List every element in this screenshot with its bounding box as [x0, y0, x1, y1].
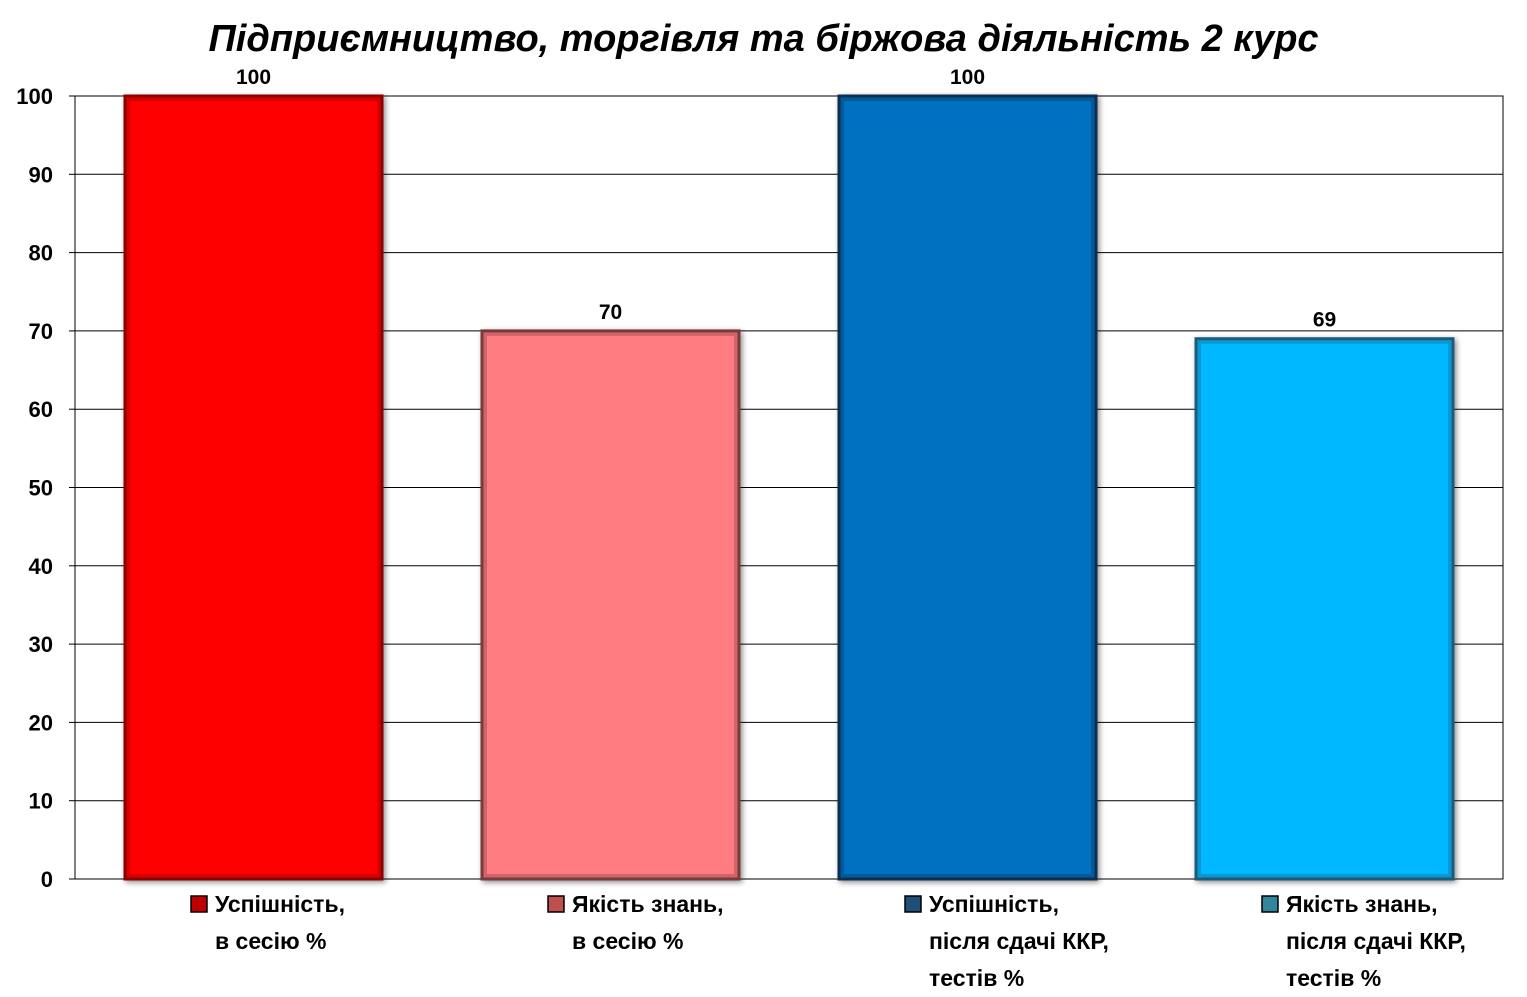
legend-label: Якість знань, [1286, 891, 1438, 917]
y-tick-label: 20 [29, 710, 53, 735]
legend-label: тестів % [929, 965, 1024, 991]
y-tick-label: 70 [29, 319, 53, 344]
y-axis: 0 10 20 30 40 50 60 70 80 90 100 [16, 84, 76, 892]
y-tick-label: 80 [29, 241, 53, 266]
chart-title: Підприємництво, торгівля та біржова діял… [208, 18, 1319, 60]
y-tick-label: 0 [41, 867, 53, 892]
legend-swatch [547, 895, 565, 913]
data-label: 70 [599, 301, 622, 324]
legend-label: в сесію % [572, 928, 683, 954]
legend-swatch [190, 895, 208, 913]
y-tick-label: 100 [16, 84, 53, 109]
y-tick-label: 90 [29, 162, 53, 187]
legend-label: Успішність, [929, 891, 1059, 917]
bar [1194, 337, 1455, 881]
legend-label: Якість знань, [572, 891, 724, 917]
bar [123, 94, 384, 881]
data-label: 100 [950, 66, 985, 89]
bars [123, 94, 1455, 881]
bar-bevel [126, 97, 381, 878]
data-label: 69 [1313, 309, 1336, 332]
legend-label: тестів % [1286, 965, 1381, 991]
legend: Успішність, в сесію % Якість знань, в сесію… [190, 891, 1466, 991]
y-tick-label: 50 [29, 476, 53, 501]
y-tick-label: 40 [29, 554, 53, 579]
legend-swatch [904, 895, 922, 913]
bar-bevel [840, 97, 1095, 878]
data-labels: 100 70 100 69 [236, 66, 1336, 332]
legend-label: після сдачі ККР, [929, 928, 1109, 954]
legend-label: в сесію % [215, 928, 326, 954]
legend-label: після сдачі ККР, [1286, 928, 1466, 954]
legend-label: Успішність, [215, 891, 345, 917]
bar-bevel [483, 331, 738, 878]
y-tick-label: 30 [29, 632, 53, 657]
bar [480, 329, 741, 881]
data-label: 100 [236, 66, 271, 89]
bar [837, 94, 1098, 881]
legend-swatch [1261, 895, 1279, 913]
bar-bevel [1197, 339, 1452, 879]
y-tick-label: 10 [29, 789, 53, 814]
y-tick-label: 60 [29, 397, 53, 422]
